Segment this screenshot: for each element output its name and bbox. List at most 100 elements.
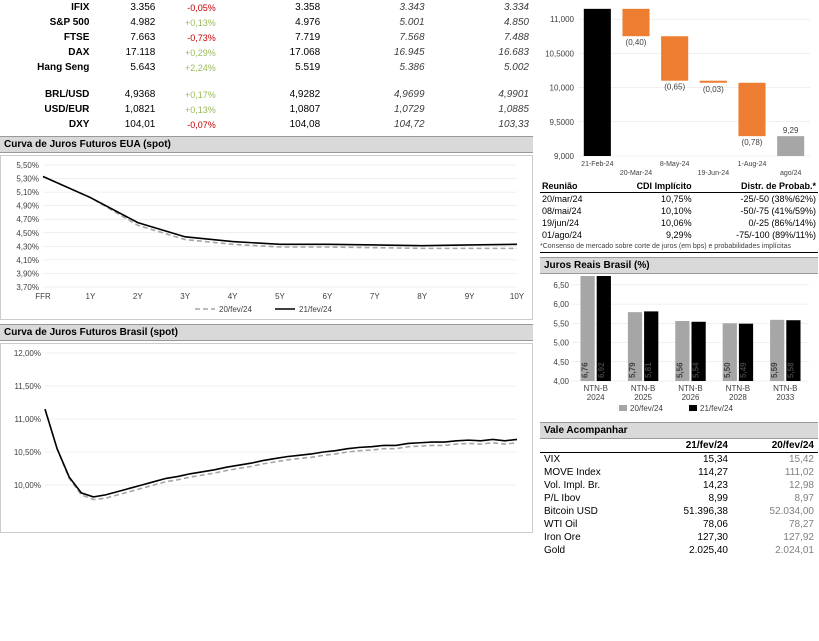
reuniao-dp: 0/-25 (86%/14%) xyxy=(694,217,818,229)
vale-name: Vol. Impl. Br. xyxy=(540,479,646,492)
reuniao-hdr-2: CDI Implícito xyxy=(606,180,694,193)
reuniao-dp: -75/-100 (89%/11%) xyxy=(694,229,818,241)
index-value: 4,9368 xyxy=(93,87,159,102)
vale-today: 51.396,38 xyxy=(646,505,732,518)
vale-table: 21/fev/24 20/fev/24 VIX15,3415,42MOVE In… xyxy=(540,439,818,557)
vale-name: Gold xyxy=(540,544,646,557)
svg-text:(0,78): (0,78) xyxy=(742,138,763,147)
svg-text:9,000: 9,000 xyxy=(554,152,575,161)
reuniao-dp: -25/-50 (38%/62%) xyxy=(694,193,818,206)
index-pct: -0,73% xyxy=(159,30,219,45)
index-pct: -0,07% xyxy=(159,117,219,132)
reuniao-cdi: 10,06% xyxy=(606,217,694,229)
index-name: USD/EUR xyxy=(0,102,93,117)
svg-text:7Y: 7Y xyxy=(370,292,380,301)
vale-prev: 111,02 xyxy=(732,466,818,479)
vale-header: Vale Acompanhar xyxy=(540,422,818,439)
svg-text:5,50: 5,50 xyxy=(553,319,569,328)
eua-curve-chart: 5,50% 5,30% 5,10% 4,90% 4,70% 4,50% 4,30% 4,10%… xyxy=(0,155,533,320)
index-c1: 17.068 xyxy=(220,45,324,60)
svg-text:10Y: 10Y xyxy=(510,292,525,301)
svg-text:19-Jun-24: 19-Jun-24 xyxy=(698,170,730,177)
svg-text:5,79: 5,79 xyxy=(628,362,637,378)
vale-name: VIX xyxy=(540,453,646,467)
index-c2: 5.001 xyxy=(324,15,428,30)
svg-text:5,30%: 5,30% xyxy=(16,175,39,184)
svg-text:12,00%: 12,00% xyxy=(14,349,41,358)
svg-text:4,00: 4,00 xyxy=(553,377,569,386)
svg-text:1-Aug-24: 1-Aug-24 xyxy=(738,161,767,168)
svg-text:20/fev/24: 20/fev/24 xyxy=(630,404,663,413)
svg-text:3,70%: 3,70% xyxy=(16,283,39,292)
index-value: 17.118 xyxy=(93,45,159,60)
index-c2: 104,72 xyxy=(324,117,428,132)
index-name: S&P 500 xyxy=(0,15,93,30)
vale-prev: 52.034,00 xyxy=(732,505,818,518)
vale-name: Bitcoin USD xyxy=(540,505,646,518)
svg-text:2025: 2025 xyxy=(634,393,652,402)
reuniao-cdi: 10,75% xyxy=(606,193,694,206)
svg-text:4,70%: 4,70% xyxy=(16,215,39,224)
svg-text:4,50: 4,50 xyxy=(553,358,569,367)
svg-text:8Y: 8Y xyxy=(417,292,427,301)
vale-today: 114,27 xyxy=(646,466,732,479)
index-name: DAX xyxy=(0,45,93,60)
vale-name: WTI Oil xyxy=(540,518,646,531)
index-c2: 5.386 xyxy=(324,60,428,75)
svg-text:2026: 2026 xyxy=(682,393,700,402)
index-c3: 3.334 xyxy=(429,0,533,15)
reuniao-hdr-1: Reunião xyxy=(540,180,606,193)
index-pct: -0,05% xyxy=(159,0,219,15)
svg-text:NTN-B: NTN-B xyxy=(583,384,607,393)
svg-text:4,90%: 4,90% xyxy=(16,202,39,211)
vale-today: 78,06 xyxy=(646,518,732,531)
vale-prev: 8,97 xyxy=(732,492,818,505)
vale-col2: 20/fev/24 xyxy=(732,439,818,453)
index-value: 104,01 xyxy=(93,117,159,132)
index-c3: 4,9901 xyxy=(429,87,533,102)
reuniao-table: Reunião CDI Implícito Distr. de Probab.*… xyxy=(540,180,818,241)
brasil-curve-header: Curva de Juros Futuros Brasil (spot) xyxy=(0,324,533,341)
index-c2: 7.568 xyxy=(324,30,428,45)
index-c3: 16.683 xyxy=(429,45,533,60)
svg-text:5,10%: 5,10% xyxy=(16,188,39,197)
svg-text:4,10%: 4,10% xyxy=(16,256,39,265)
svg-text:6,76: 6,76 xyxy=(581,362,590,378)
vale-prev: 2.024,01 xyxy=(732,544,818,557)
vale-today: 2.025,40 xyxy=(646,544,732,557)
vale-prev: 78,27 xyxy=(732,518,818,531)
svg-text:NTN-B: NTN-B xyxy=(678,384,702,393)
index-c3: 7.488 xyxy=(429,30,533,45)
waterfall-chart: 9,0009,500010,00010,500011,00021-Feb-24(… xyxy=(540,0,818,178)
svg-text:4,50%: 4,50% xyxy=(16,229,39,238)
index-c1: 4.976 xyxy=(220,15,324,30)
index-name: Hang Seng xyxy=(0,60,93,75)
indices-table: IFIX3.356-0,05%3.3583.3433.334S&P 5004.9… xyxy=(0,0,533,132)
index-pct: +0,13% xyxy=(159,15,219,30)
svg-text:5,00: 5,00 xyxy=(553,339,569,348)
svg-text:FFR: FFR xyxy=(35,292,51,301)
reuniao-cdi: 10,10% xyxy=(606,205,694,217)
reuniao-hdr-3: Distr. de Probab.* xyxy=(694,180,818,193)
index-c1: 4,9282 xyxy=(220,87,324,102)
svg-text:21/fev/24: 21/fev/24 xyxy=(299,305,332,314)
svg-text:4,30%: 4,30% xyxy=(16,242,39,251)
brasil-curve-chart: 12,00%11,50%11,00%10,50%10,00% xyxy=(0,343,533,533)
vale-col1: 21/fev/24 xyxy=(646,439,732,453)
vale-today: 14,23 xyxy=(646,479,732,492)
svg-text:5,81: 5,81 xyxy=(644,362,653,378)
svg-text:20/fev/24: 20/fev/24 xyxy=(219,305,252,314)
svg-text:6,92: 6,92 xyxy=(597,362,606,378)
svg-text:10,00%: 10,00% xyxy=(14,481,41,490)
index-c2: 1,0729 xyxy=(324,102,428,117)
svg-text:10,5000: 10,5000 xyxy=(545,49,574,58)
svg-text:11,000: 11,000 xyxy=(550,15,574,24)
juros-reais-chart: 6,506,005,505,004,504,006,766,92NTN-B202… xyxy=(540,274,818,418)
index-pct: +0,29% xyxy=(159,45,219,60)
svg-text:5,54: 5,54 xyxy=(692,362,701,378)
svg-text:5,50%: 5,50% xyxy=(16,161,39,170)
svg-text:2028: 2028 xyxy=(729,393,747,402)
svg-text:NTN-B: NTN-B xyxy=(773,384,797,393)
svg-text:ago/24: ago/24 xyxy=(780,170,802,177)
index-value: 3.356 xyxy=(93,0,159,15)
